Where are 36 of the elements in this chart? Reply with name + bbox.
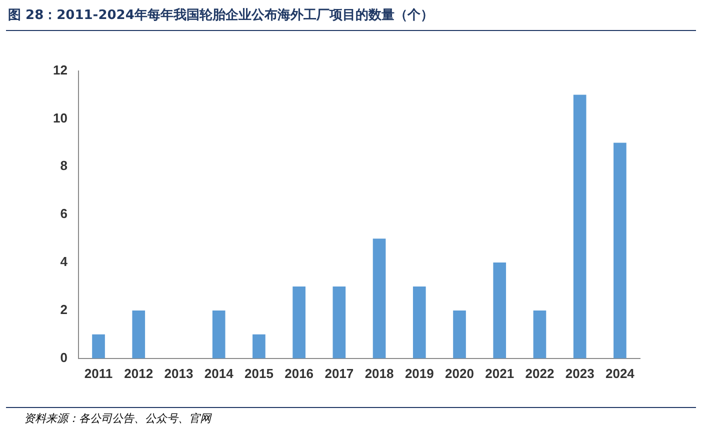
x-tick-label: 2018 — [364, 366, 394, 381]
bar — [614, 142, 626, 358]
bar — [493, 262, 506, 358]
x-tick-label: 2022 — [525, 366, 554, 381]
bar — [212, 310, 226, 358]
y-tick-label: 8 — [60, 158, 68, 174]
y-tick-label: 0 — [60, 350, 68, 365]
x-tick-label: 2020 — [445, 366, 474, 381]
bar — [252, 334, 266, 358]
x-tick-label: 2015 — [244, 366, 274, 381]
bar — [372, 238, 386, 358]
bar — [332, 286, 346, 358]
x-tick-label: 2013 — [164, 366, 194, 381]
x-tick-label: 2024 — [605, 366, 636, 381]
x-tick-label: 2016 — [284, 366, 314, 381]
y-tick-label: 6 — [60, 206, 68, 222]
y-tick-label: 12 — [52, 62, 68, 78]
x-tick-label: 2012 — [124, 366, 154, 381]
bar — [92, 334, 105, 358]
y-tick-label: 10 — [52, 110, 68, 126]
bar — [412, 286, 426, 358]
x-tick-label: 2017 — [324, 366, 354, 381]
x-tick-label: 2011 — [84, 366, 113, 381]
x-tick-label: 2014 — [204, 366, 234, 381]
bar — [533, 310, 546, 358]
chart-title: 图 28：2011-2024年每年我国轮胎企业公布海外工厂项目的数量（个） — [8, 7, 434, 24]
text: 资料来源：各公司公告、公众号、官网 — [24, 411, 211, 426]
x-tick-label: 2019 — [404, 366, 434, 381]
bar — [292, 286, 306, 358]
bar — [573, 94, 586, 358]
x-tick-label: 2021 — [485, 366, 514, 381]
y-tick-label: 2 — [60, 302, 68, 318]
x-tick-label: 2023 — [565, 366, 594, 381]
bar — [132, 310, 146, 358]
bar — [453, 310, 466, 358]
y-tick-label: 4 — [60, 254, 68, 270]
